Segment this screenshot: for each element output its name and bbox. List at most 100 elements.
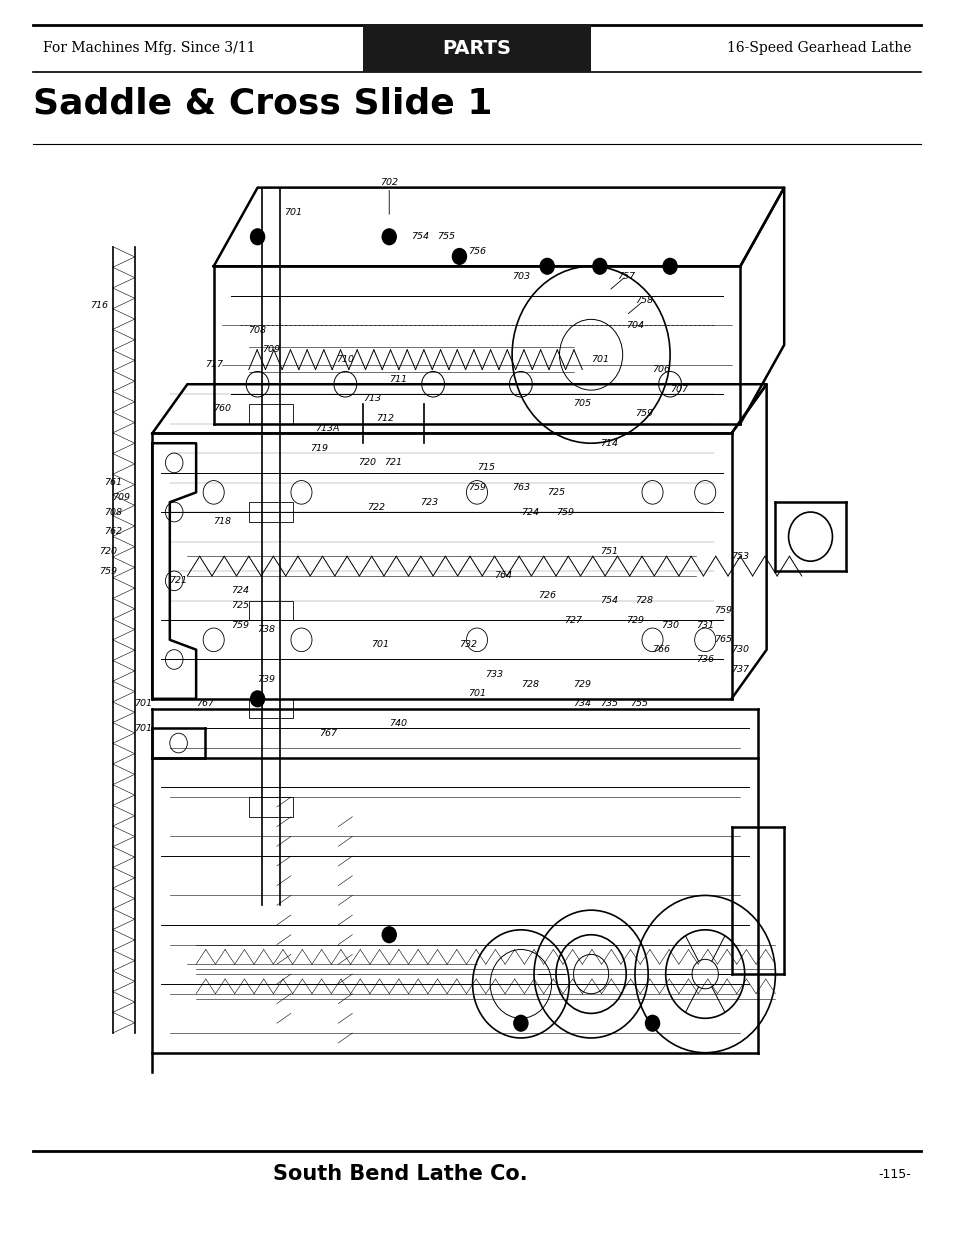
Circle shape bbox=[592, 258, 606, 274]
Text: 712: 712 bbox=[375, 414, 394, 424]
Text: 708: 708 bbox=[249, 326, 266, 335]
Text: 717: 717 bbox=[205, 361, 222, 369]
Circle shape bbox=[539, 258, 554, 274]
Text: 740: 740 bbox=[389, 719, 407, 727]
Text: 722: 722 bbox=[367, 503, 385, 511]
Text: 765: 765 bbox=[713, 635, 731, 645]
Circle shape bbox=[514, 1015, 527, 1031]
Text: 703: 703 bbox=[512, 272, 529, 280]
Bar bbox=[362, 25, 591, 72]
Text: 738: 738 bbox=[257, 625, 275, 635]
Bar bbox=[249, 404, 293, 424]
Text: 758: 758 bbox=[634, 296, 652, 305]
Text: 724: 724 bbox=[231, 587, 249, 595]
Text: 753: 753 bbox=[731, 552, 748, 561]
Text: 755: 755 bbox=[436, 232, 455, 241]
Circle shape bbox=[382, 228, 395, 245]
Text: 16-Speed Gearhead Lathe: 16-Speed Gearhead Lathe bbox=[726, 41, 910, 56]
Text: 711: 711 bbox=[389, 374, 407, 384]
Text: 730: 730 bbox=[660, 620, 679, 630]
Text: -115-: -115- bbox=[878, 1168, 910, 1181]
Text: 709: 709 bbox=[261, 346, 279, 354]
Text: 727: 727 bbox=[564, 616, 582, 625]
Text: 759: 759 bbox=[634, 409, 652, 419]
Text: 756: 756 bbox=[468, 247, 485, 256]
Text: 724: 724 bbox=[520, 508, 538, 516]
Text: 705: 705 bbox=[573, 399, 591, 409]
Text: 723: 723 bbox=[419, 498, 437, 506]
Text: 754: 754 bbox=[599, 597, 617, 605]
Text: 754: 754 bbox=[411, 232, 429, 241]
Text: For Machines Mfg. Since 3/11: For Machines Mfg. Since 3/11 bbox=[43, 41, 255, 56]
Text: 701: 701 bbox=[134, 699, 152, 708]
Text: 714: 714 bbox=[599, 438, 617, 448]
Text: 757: 757 bbox=[617, 272, 635, 280]
Text: 701: 701 bbox=[283, 207, 301, 216]
Text: 764: 764 bbox=[494, 572, 512, 580]
Text: 735: 735 bbox=[599, 699, 617, 708]
Text: 726: 726 bbox=[537, 592, 556, 600]
Circle shape bbox=[662, 258, 677, 274]
Text: 716: 716 bbox=[91, 301, 109, 310]
Text: 729: 729 bbox=[625, 616, 643, 625]
Text: 725: 725 bbox=[231, 601, 249, 610]
Circle shape bbox=[382, 927, 395, 942]
Text: 706: 706 bbox=[652, 366, 670, 374]
Text: 739: 739 bbox=[257, 674, 275, 684]
Text: 701: 701 bbox=[468, 689, 485, 699]
Text: 759: 759 bbox=[468, 483, 485, 492]
Text: 737: 737 bbox=[731, 664, 748, 674]
Circle shape bbox=[452, 248, 466, 264]
Text: 760: 760 bbox=[213, 404, 232, 414]
Text: 736: 736 bbox=[696, 655, 714, 664]
Text: 704: 704 bbox=[625, 321, 643, 330]
Text: Saddle & Cross Slide 1: Saddle & Cross Slide 1 bbox=[33, 86, 493, 121]
Text: 720: 720 bbox=[358, 458, 375, 467]
Circle shape bbox=[251, 228, 264, 245]
Text: 719: 719 bbox=[310, 443, 328, 453]
Text: 731: 731 bbox=[696, 620, 714, 630]
Text: 734: 734 bbox=[573, 699, 591, 708]
Text: 721: 721 bbox=[384, 458, 402, 467]
Text: 701: 701 bbox=[371, 640, 389, 650]
Text: 759: 759 bbox=[556, 508, 573, 516]
Text: 701: 701 bbox=[590, 356, 608, 364]
Text: 709: 709 bbox=[112, 493, 131, 501]
Bar bbox=[249, 503, 293, 522]
Text: 767: 767 bbox=[195, 699, 213, 708]
Bar bbox=[249, 699, 293, 719]
Text: 762: 762 bbox=[104, 527, 122, 536]
Text: 707: 707 bbox=[669, 384, 687, 394]
Text: 759: 759 bbox=[231, 620, 249, 630]
Text: 701: 701 bbox=[134, 724, 152, 732]
Text: 710: 710 bbox=[336, 356, 354, 364]
Text: 708: 708 bbox=[104, 508, 122, 516]
Text: 755: 755 bbox=[630, 699, 648, 708]
Text: 766: 766 bbox=[652, 645, 670, 655]
Bar bbox=[249, 600, 293, 620]
Bar bbox=[249, 797, 293, 816]
Text: 718: 718 bbox=[213, 517, 232, 526]
Text: 751: 751 bbox=[599, 547, 617, 556]
Text: 759: 759 bbox=[713, 606, 731, 615]
Text: 702: 702 bbox=[380, 178, 397, 188]
Text: PARTS: PARTS bbox=[442, 38, 511, 58]
Text: 729: 729 bbox=[573, 679, 591, 689]
Text: 713A: 713A bbox=[315, 424, 339, 433]
Text: 721: 721 bbox=[170, 577, 188, 585]
Text: 733: 733 bbox=[485, 669, 503, 679]
Text: 728: 728 bbox=[634, 597, 652, 605]
Text: 730: 730 bbox=[731, 645, 748, 655]
Circle shape bbox=[645, 1015, 659, 1031]
Text: 761: 761 bbox=[104, 478, 122, 487]
Text: 767: 767 bbox=[318, 729, 336, 737]
Text: 763: 763 bbox=[512, 483, 529, 492]
Text: 725: 725 bbox=[546, 488, 564, 496]
Text: 759: 759 bbox=[99, 567, 117, 576]
Text: 728: 728 bbox=[520, 679, 538, 689]
Text: 713: 713 bbox=[362, 394, 380, 404]
Text: 720: 720 bbox=[99, 547, 117, 556]
Text: 732: 732 bbox=[458, 640, 476, 650]
Text: South Bend Lathe Co.: South Bend Lathe Co. bbox=[274, 1165, 527, 1184]
Circle shape bbox=[251, 690, 264, 706]
